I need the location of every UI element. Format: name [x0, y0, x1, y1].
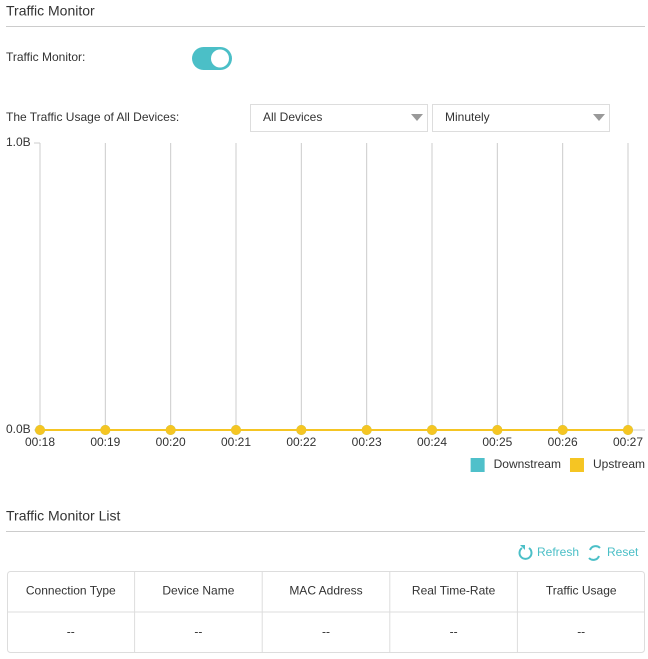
- series-point: [231, 425, 241, 435]
- refresh-icon: [518, 547, 533, 560]
- usage-label: The Traffic Usage of All Devices:: [6, 110, 179, 124]
- x-tick-label: 00:18: [25, 435, 55, 449]
- legend-label: Downstream: [494, 457, 561, 471]
- series-point: [296, 425, 307, 435]
- x-tick-label: 00:26: [548, 435, 578, 449]
- select-arrow: [593, 114, 605, 121]
- reset-button[interactable]: Reset: [588, 545, 639, 561]
- toggle-switch[interactable]: [192, 47, 232, 70]
- select-value[interactable]: All Devices: [263, 110, 322, 124]
- select-value[interactable]: Minutely: [445, 110, 490, 124]
- interval-select[interactable]: Minutely: [432, 104, 610, 132]
- table-cell: --: [577, 625, 585, 639]
- page-title: Traffic Monitor: [6, 3, 95, 19]
- x-tick-label: 00:20: [156, 435, 186, 449]
- legend-swatch: [569, 458, 584, 472]
- series-point: [557, 425, 568, 435]
- toggle-knob: [211, 49, 229, 68]
- list-title: Traffic Monitor List: [6, 508, 120, 524]
- select-box[interactable]: [432, 104, 610, 132]
- series-point: [35, 425, 45, 435]
- series-point: [165, 425, 176, 435]
- toggle-label: Traffic Monitor:: [6, 50, 85, 64]
- series-point: [492, 425, 503, 435]
- select-arrow: [411, 114, 423, 121]
- table-cell: --: [67, 625, 75, 639]
- series-point: [361, 425, 372, 435]
- y-tick-label: 1.0B: [6, 135, 31, 149]
- x-tick-label: 00:24: [417, 435, 447, 449]
- x-tick-label: 00:25: [482, 435, 512, 449]
- series-point: [623, 425, 633, 435]
- x-tick-label: 00:23: [352, 435, 382, 449]
- x-tick-label: 00:27: [613, 435, 643, 449]
- column-header: Real Time-Rate: [412, 584, 496, 598]
- table-cell: --: [194, 625, 202, 639]
- device-select[interactable]: All Devices: [250, 104, 428, 132]
- reset-text[interactable]: Reset: [607, 545, 639, 559]
- reset-icon: [588, 545, 601, 561]
- select-box[interactable]: [250, 104, 428, 132]
- table-cell: --: [322, 625, 330, 639]
- legend-swatch: [470, 458, 485, 472]
- table-cell: --: [450, 625, 458, 639]
- series-point: [100, 425, 111, 435]
- refresh-text[interactable]: Refresh: [537, 545, 579, 559]
- x-tick-label: 00:19: [90, 435, 120, 449]
- column-header: Traffic Usage: [546, 584, 617, 598]
- column-header: MAC Address: [289, 584, 362, 598]
- table: Connection Type Device Name MAC Address Rea…: [7, 571, 645, 653]
- column-header: Connection Type: [26, 584, 116, 598]
- series-point: [427, 425, 437, 435]
- refresh-icon: [520, 545, 525, 550]
- y-tick-label: 0.0B: [6, 422, 31, 436]
- refresh-button[interactable]: Refresh: [518, 545, 580, 560]
- column-header: Device Name: [162, 584, 234, 598]
- legend-label: Upstream: [593, 457, 645, 471]
- x-tick-label: 00:21: [221, 435, 251, 449]
- chart: 0.0B 1.0B 00:18 00:19 00:20 00:21 00:22 00:23 00…: [6, 135, 645, 472]
- x-tick-label: 00:22: [286, 435, 316, 449]
